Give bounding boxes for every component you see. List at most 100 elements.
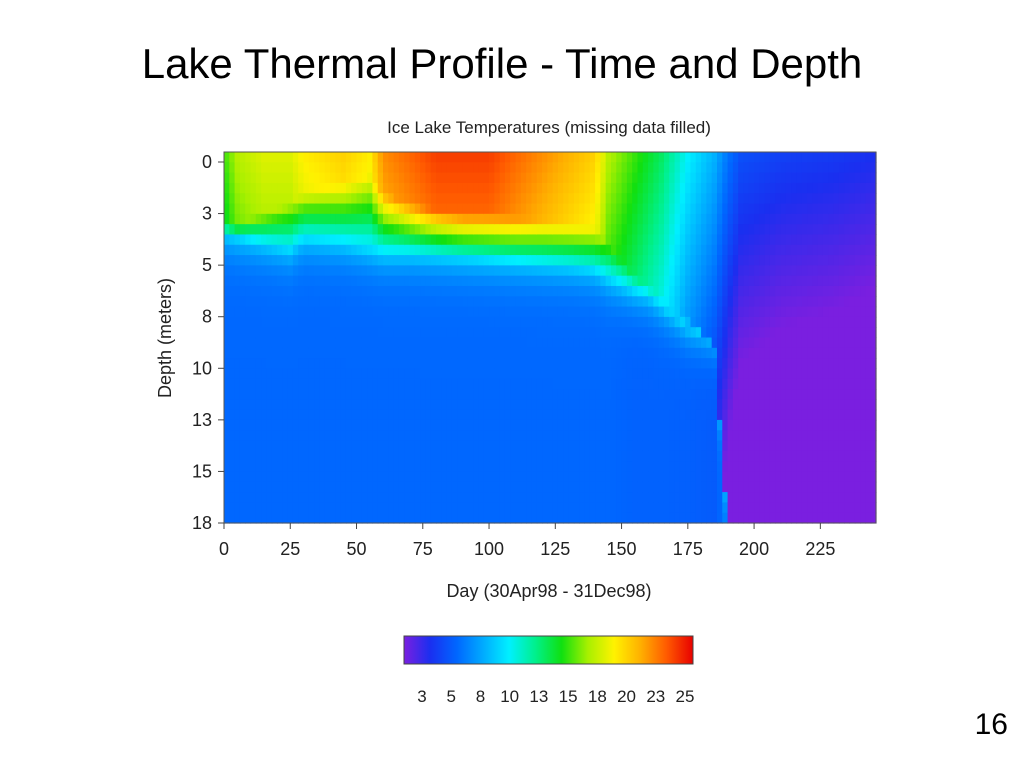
heatmap-cell xyxy=(504,419,511,431)
heatmap-cell xyxy=(287,224,294,236)
heatmap-cell xyxy=(261,502,268,514)
heatmap-cell xyxy=(743,275,750,287)
heatmap-cell xyxy=(738,368,745,380)
heatmap-cell xyxy=(494,409,501,421)
heatmap-cell xyxy=(748,409,755,421)
heatmap-cell xyxy=(849,461,856,473)
heatmap-cell xyxy=(706,471,713,483)
heatmap-cell xyxy=(838,224,845,236)
heatmap-cell xyxy=(822,152,829,163)
heatmap-cell xyxy=(345,409,352,421)
heatmap-cell xyxy=(504,172,511,184)
heatmap-cell xyxy=(314,389,321,400)
heatmap-cell xyxy=(398,450,405,462)
heatmap-cell xyxy=(393,265,400,277)
heatmap-cell xyxy=(510,193,517,205)
heatmap-cell xyxy=(663,296,670,308)
heatmap-cell xyxy=(372,389,379,400)
heatmap-cell xyxy=(404,152,411,163)
heatmap-cell xyxy=(255,419,262,431)
heatmap-cell xyxy=(473,162,480,174)
heatmap-cell xyxy=(542,316,548,328)
heatmap-cell xyxy=(319,316,326,328)
heatmap-cell xyxy=(271,244,278,256)
heatmap-cell xyxy=(844,213,851,225)
heatmap-cell xyxy=(239,389,246,400)
heatmap-cell xyxy=(844,285,851,297)
heatmap-cell xyxy=(632,152,639,163)
heatmap-cell xyxy=(727,234,734,246)
heatmap-cell xyxy=(414,152,421,163)
heatmap-cell xyxy=(663,316,670,328)
heatmap-cell xyxy=(865,409,872,421)
heatmap-cell xyxy=(865,399,872,411)
heatmap-cell xyxy=(314,255,321,266)
heatmap-cell xyxy=(870,275,877,287)
heatmap-cell xyxy=(271,512,278,524)
heatmap-cell xyxy=(743,316,750,328)
heatmap-cell xyxy=(372,182,379,194)
heatmap-cell xyxy=(743,419,750,431)
heatmap-cell xyxy=(865,203,872,215)
heatmap-cell xyxy=(754,316,760,328)
heatmap-cell xyxy=(499,389,506,400)
heatmap-cell xyxy=(849,182,856,194)
heatmap-cell xyxy=(451,193,458,205)
heatmap-cell xyxy=(579,193,586,205)
heatmap-cell xyxy=(489,492,495,503)
heatmap-cell xyxy=(266,296,273,308)
heatmap-cell xyxy=(716,461,723,473)
heatmap-cell xyxy=(754,512,760,524)
heatmap-cell xyxy=(361,440,368,452)
x-tick-label: 0 xyxy=(219,539,229,559)
heatmap-cell xyxy=(340,213,347,225)
heatmap-cell xyxy=(457,316,464,328)
heatmap-cell xyxy=(738,378,745,390)
heatmap-cell xyxy=(420,306,427,318)
heatmap-cell xyxy=(483,368,490,380)
heatmap-cell xyxy=(663,512,670,524)
heatmap-cell xyxy=(844,337,851,349)
heatmap-cell xyxy=(679,234,686,246)
heatmap-cell xyxy=(849,275,856,287)
heatmap-cell xyxy=(865,172,872,184)
heatmap-cell xyxy=(748,316,755,328)
heatmap-cell xyxy=(785,255,792,266)
heatmap-cell xyxy=(701,461,707,473)
heatmap-cell xyxy=(345,316,352,328)
heatmap-cell xyxy=(552,265,559,277)
heatmap-cell xyxy=(277,419,283,431)
heatmap-cell xyxy=(568,378,575,390)
heatmap-cell xyxy=(356,419,363,431)
heatmap-cell xyxy=(404,337,411,349)
heatmap-cell xyxy=(398,512,405,524)
heatmap-cell xyxy=(860,347,866,359)
heatmap-cell xyxy=(568,399,575,411)
heatmap-cell xyxy=(478,265,485,277)
heatmap-cell xyxy=(473,347,480,359)
heatmap-cell xyxy=(515,306,522,318)
heatmap-cell xyxy=(600,409,607,421)
heatmap-cell xyxy=(414,409,421,421)
heatmap-cell xyxy=(785,492,792,503)
heatmap-cell xyxy=(340,296,347,308)
heatmap-cell xyxy=(292,296,299,308)
heatmap-cell xyxy=(695,193,702,205)
heatmap-cell xyxy=(414,399,421,411)
heatmap-cell xyxy=(250,409,257,421)
heatmap-cell xyxy=(314,203,321,215)
heatmap-cell xyxy=(515,378,522,390)
heatmap-cell xyxy=(383,450,389,462)
heatmap-cell xyxy=(467,296,474,308)
heatmap-cell xyxy=(451,347,458,359)
heatmap-cell xyxy=(648,409,654,421)
heatmap-cell xyxy=(330,378,336,390)
heatmap-cell xyxy=(642,182,649,194)
heatmap-cell xyxy=(637,512,644,524)
heatmap-cell xyxy=(860,409,866,421)
heatmap-cell xyxy=(579,409,586,421)
heatmap-cell xyxy=(372,244,379,256)
heatmap-cell xyxy=(584,296,591,308)
heatmap-cell xyxy=(324,378,331,390)
heatmap-cell xyxy=(277,224,283,236)
